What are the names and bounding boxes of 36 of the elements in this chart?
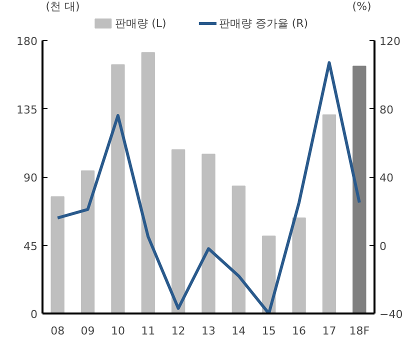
bar xyxy=(322,114,336,314)
y-tick-label: 45 xyxy=(24,240,38,253)
y2-tick-label: 40 xyxy=(380,172,394,184)
bar xyxy=(141,52,155,314)
x-tick-label: 18F xyxy=(349,324,370,338)
x-tick-label: 17 xyxy=(322,324,336,338)
bar xyxy=(202,154,216,314)
x-tick-label: 08 xyxy=(50,324,65,338)
legend-label: 판매량 증가율 (R) xyxy=(218,17,308,30)
x-tick-label: 15 xyxy=(262,324,276,338)
x-tick-label: 16 xyxy=(292,324,306,338)
y-tick-label: 90 xyxy=(24,172,38,184)
y-axis-title: (천 대) xyxy=(46,0,80,13)
bar xyxy=(50,196,64,314)
x-tick-label: 13 xyxy=(202,324,216,338)
y2-axis-title: (%) xyxy=(352,0,372,13)
y2-tick-label: 80 xyxy=(380,103,394,116)
y2-tick-label: −40 xyxy=(380,308,403,321)
y-tick-label: 180 xyxy=(16,35,38,48)
y-tick-label: 0 xyxy=(30,308,38,321)
x-tick-label: 12 xyxy=(171,324,186,338)
legend-label: 판매량 (L) xyxy=(115,17,166,30)
bar xyxy=(80,170,95,314)
bar xyxy=(232,186,246,314)
x-tick-label: 10 xyxy=(110,324,125,338)
x-tick-label: 14 xyxy=(232,324,246,338)
bar xyxy=(292,217,306,314)
x-tick-label: 09 xyxy=(80,324,95,338)
bar xyxy=(111,64,125,314)
y2-tick-label: 120 xyxy=(380,35,400,48)
line-series xyxy=(56,61,361,314)
y2-tick-label: 0 xyxy=(380,240,386,253)
y-tick-label: 135 xyxy=(16,103,38,116)
bar xyxy=(171,149,186,314)
bar xyxy=(352,66,366,314)
x-tick-label: 11 xyxy=(141,324,156,338)
